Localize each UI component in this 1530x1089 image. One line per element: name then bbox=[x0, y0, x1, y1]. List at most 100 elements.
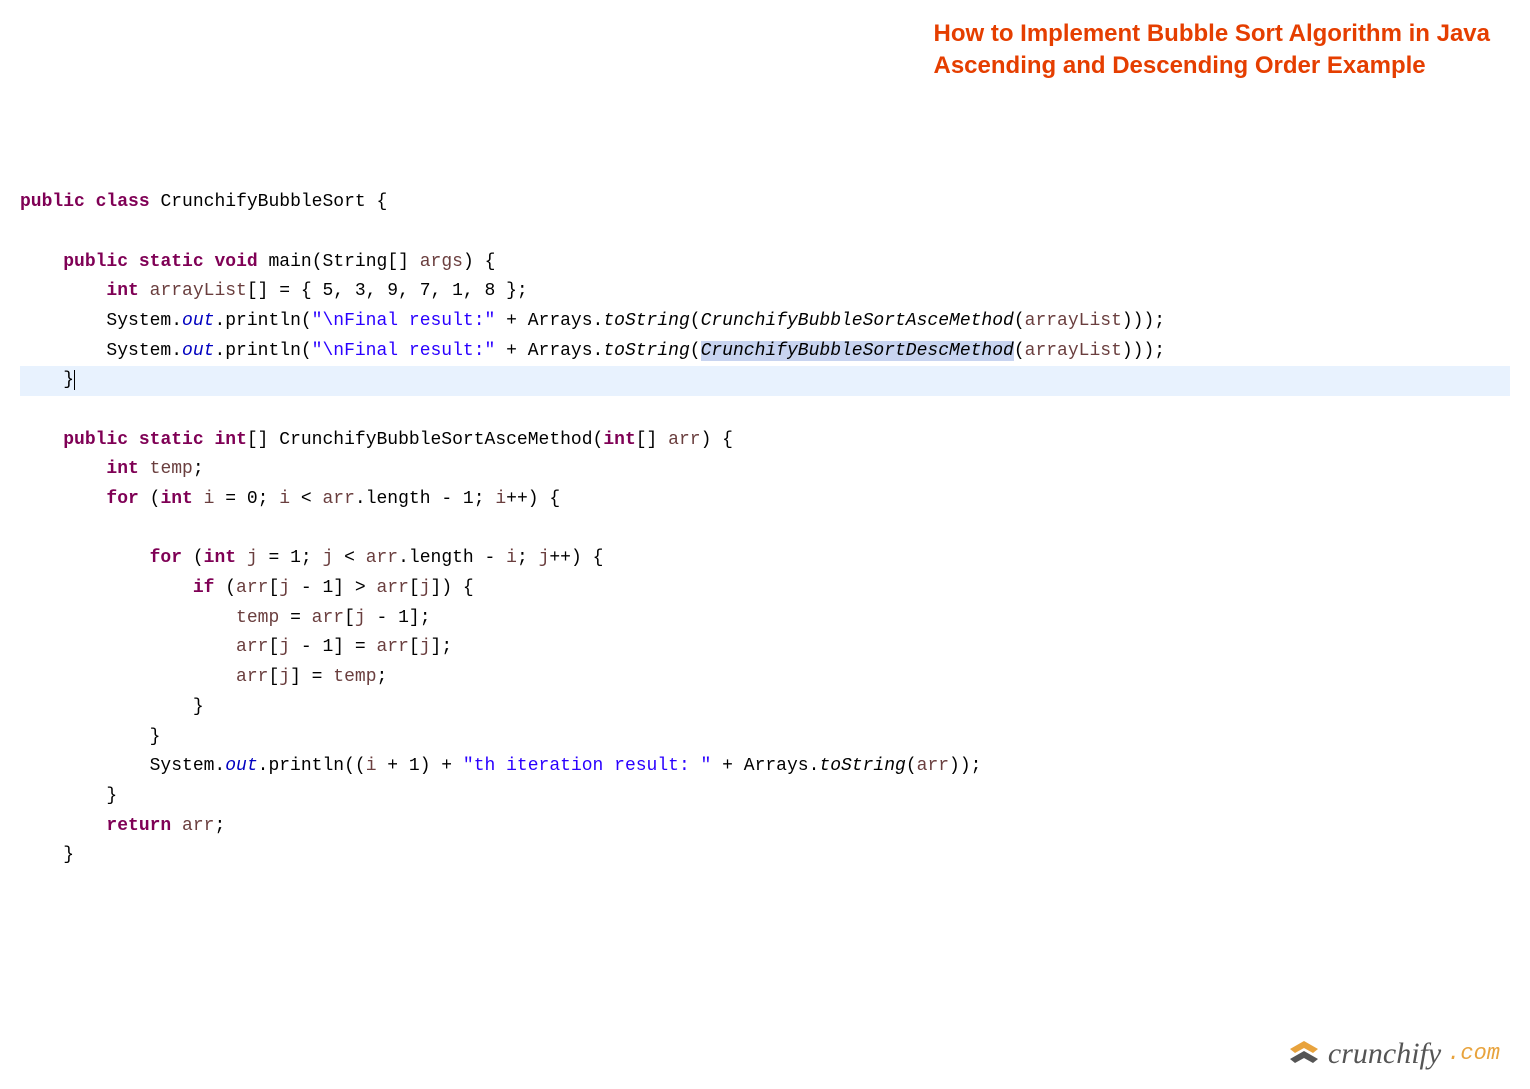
keyword: for bbox=[150, 548, 182, 568]
text: ))); bbox=[1122, 341, 1165, 361]
text: [ bbox=[268, 667, 279, 687]
text: ++) { bbox=[506, 489, 560, 509]
text: [] = { 5, 3, 9, 7, 1, 8 }; bbox=[247, 281, 528, 301]
var: arr bbox=[917, 756, 949, 776]
text: < bbox=[333, 548, 365, 568]
text: } bbox=[20, 727, 160, 747]
text: = bbox=[279, 608, 311, 628]
var: arrayList bbox=[150, 281, 247, 301]
var: arr bbox=[182, 816, 214, 836]
text: ( bbox=[214, 578, 236, 598]
text: ( bbox=[1014, 311, 1025, 331]
var: j bbox=[420, 578, 431, 598]
var: j bbox=[279, 667, 290, 687]
var: arr bbox=[236, 667, 268, 687]
annotation-title: How to Implement Bubble Sort Algorithm i… bbox=[934, 18, 1491, 83]
var: i bbox=[279, 489, 290, 509]
var: arr bbox=[236, 578, 268, 598]
text: ; bbox=[377, 667, 388, 687]
param: args bbox=[420, 252, 463, 272]
text: ( bbox=[1014, 341, 1025, 361]
method: toString bbox=[819, 756, 905, 776]
var: j bbox=[420, 637, 431, 657]
string: "\nFinal result:" bbox=[312, 341, 496, 361]
keyword: if bbox=[193, 578, 215, 598]
method-name: CrunchifyBubbleSortAsceMethod( bbox=[279, 430, 603, 450]
text: ; bbox=[214, 816, 225, 836]
text: } bbox=[20, 845, 74, 865]
keyword: public bbox=[63, 430, 128, 450]
text: System. bbox=[150, 756, 226, 776]
code-editor[interactable]: public class CrunchifyBubbleSort { publi… bbox=[20, 188, 1510, 871]
text: [ bbox=[409, 578, 420, 598]
text bbox=[193, 489, 204, 509]
var: arr bbox=[323, 489, 355, 509]
text: + Arrays. bbox=[495, 341, 603, 361]
text: ( bbox=[690, 311, 701, 331]
text: [ bbox=[268, 578, 279, 598]
text-cursor bbox=[74, 370, 75, 390]
keyword: for bbox=[106, 489, 138, 509]
var: arr bbox=[377, 578, 409, 598]
text: ]; bbox=[431, 637, 453, 657]
var: j bbox=[247, 548, 258, 568]
text: } bbox=[20, 370, 74, 390]
text: } bbox=[20, 786, 117, 806]
text: [ bbox=[268, 637, 279, 657]
keyword: class bbox=[96, 192, 150, 212]
text: .length - 1; bbox=[355, 489, 495, 509]
text: ) { bbox=[463, 252, 495, 272]
text: ++) { bbox=[549, 548, 603, 568]
class-name: CrunchifyBubbleSort bbox=[160, 192, 365, 212]
field: out bbox=[182, 311, 214, 331]
keyword: int bbox=[204, 548, 236, 568]
text: [] bbox=[247, 430, 279, 450]
text: )); bbox=[949, 756, 981, 776]
var: j bbox=[279, 637, 290, 657]
var: j bbox=[355, 608, 366, 628]
var: j bbox=[539, 548, 550, 568]
keyword: int bbox=[160, 489, 192, 509]
string: "\nFinal result:" bbox=[312, 311, 496, 331]
text: ( bbox=[139, 489, 161, 509]
var: temp bbox=[333, 667, 376, 687]
text: ) { bbox=[701, 430, 733, 450]
text: [ bbox=[344, 608, 355, 628]
current-line: } bbox=[20, 366, 1510, 396]
text: ] = bbox=[290, 667, 333, 687]
var: i bbox=[495, 489, 506, 509]
text: = 1; bbox=[258, 548, 323, 568]
title-line-2: Ascending and Descending Order Example bbox=[934, 52, 1426, 79]
param: arrayList bbox=[1025, 311, 1122, 331]
text: ))); bbox=[1122, 311, 1165, 331]
text: + Arrays. bbox=[711, 756, 819, 776]
method-call-selected: CrunchifyBubbleSortDescMethod bbox=[701, 341, 1014, 361]
keyword: int bbox=[603, 430, 635, 450]
text: .length - bbox=[398, 548, 506, 568]
text: ( bbox=[182, 548, 204, 568]
method: toString bbox=[603, 311, 689, 331]
brace: { bbox=[377, 192, 388, 212]
keyword: int bbox=[214, 430, 246, 450]
keyword: static bbox=[139, 430, 204, 450]
var: arr bbox=[366, 548, 398, 568]
text: [] bbox=[636, 430, 668, 450]
method-name: main bbox=[269, 252, 312, 272]
keyword: static bbox=[139, 252, 204, 272]
text: } bbox=[20, 697, 204, 717]
method-call: CrunchifyBubbleSortAsceMethod bbox=[701, 311, 1014, 331]
text: System. bbox=[106, 341, 182, 361]
keyword: int bbox=[106, 459, 138, 479]
keyword: return bbox=[106, 816, 171, 836]
text: .println(( bbox=[258, 756, 366, 776]
text bbox=[236, 548, 247, 568]
title-line-1: How to Implement Bubble Sort Algorithm i… bbox=[934, 20, 1491, 47]
text: - 1] > bbox=[290, 578, 376, 598]
text: ; bbox=[193, 459, 204, 479]
crunchify-logo: crunchify.com bbox=[1286, 1029, 1500, 1079]
string: "th iteration result: " bbox=[463, 756, 711, 776]
var: temp bbox=[236, 608, 279, 628]
text: [ bbox=[409, 637, 420, 657]
var: arr bbox=[377, 637, 409, 657]
text: < bbox=[290, 489, 322, 509]
